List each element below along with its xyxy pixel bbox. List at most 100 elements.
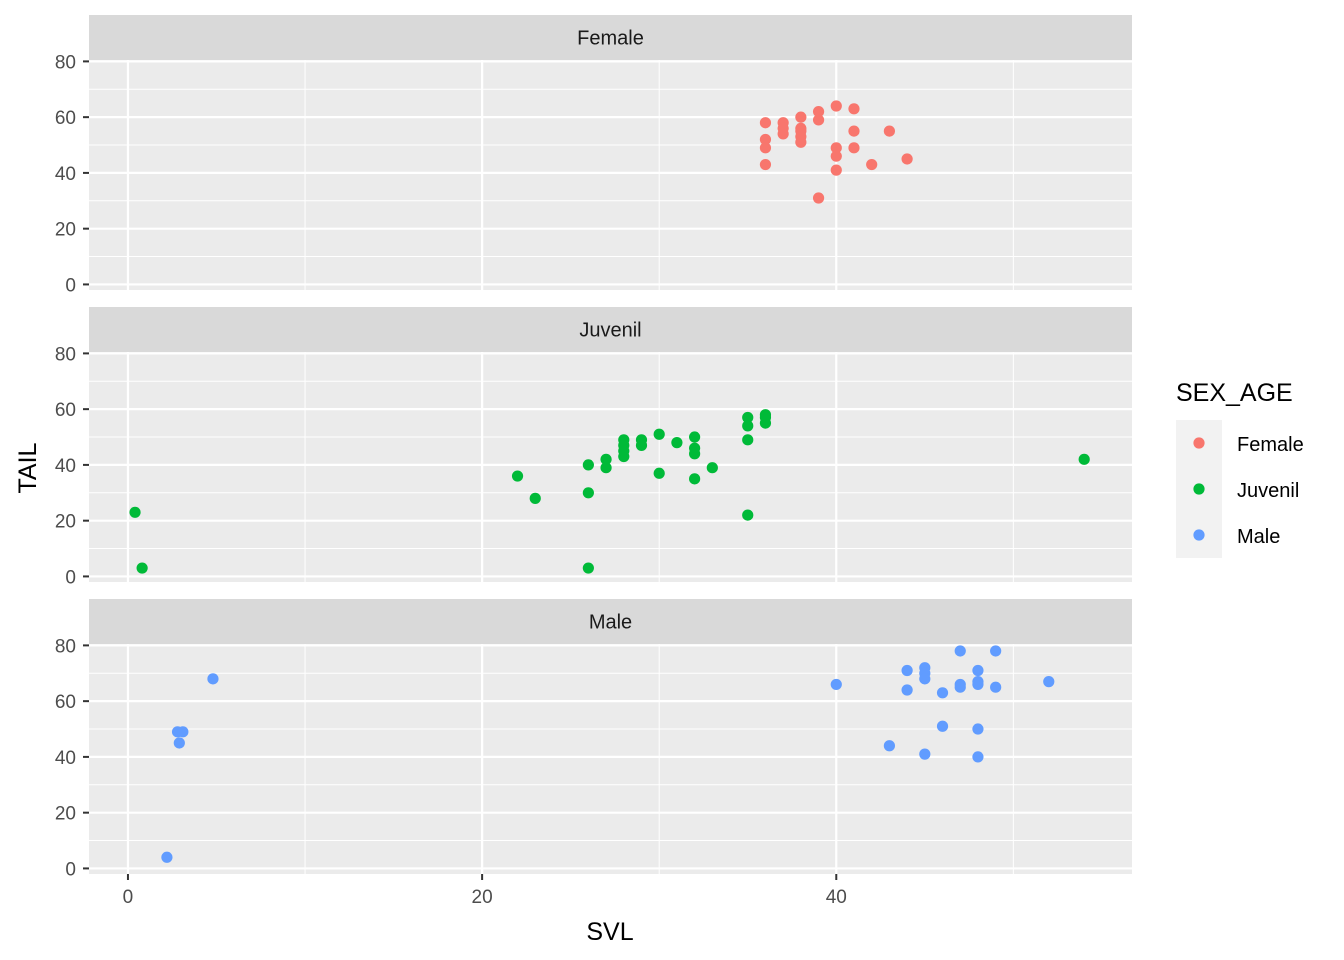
y-tick-label: 80	[55, 344, 76, 365]
y-tick-label: 60	[55, 108, 76, 129]
data-point-juvenil	[600, 453, 612, 465]
data-point-male	[972, 678, 984, 691]
facet-strip-label: Male	[589, 612, 632, 634]
x-axis: 0 20 40	[123, 874, 847, 908]
data-point-female	[848, 142, 860, 154]
data-point-juvenil	[129, 506, 141, 518]
data-point-male	[173, 737, 185, 749]
data-point-juvenil	[511, 470, 524, 482]
y-tick-label: 0	[65, 859, 76, 880]
x-tick-label: 0	[123, 887, 134, 908]
data-point-female	[830, 150, 842, 162]
data-point-juvenil	[759, 417, 772, 429]
legend-key	[1193, 483, 1205, 495]
data-point-female	[848, 103, 860, 115]
data-point-juvenil	[742, 434, 754, 446]
data-point-male	[1043, 676, 1055, 688]
x-tick-label: 20	[472, 887, 493, 908]
data-point-juvenil	[600, 462, 612, 474]
data-point-juvenil	[742, 411, 754, 424]
facet-panel-male: Male 0 20 40 60 80	[55, 599, 1132, 880]
data-point-female	[812, 192, 825, 204]
y-tick-label: 80	[55, 636, 76, 657]
y-tick-label: 40	[55, 164, 76, 185]
data-point-juvenil	[635, 439, 648, 451]
facet-panel-female: Female 0 20 40 60 80	[55, 15, 1132, 296]
facet-strip-female	[89, 15, 1132, 60]
data-point-male	[883, 740, 896, 752]
data-point-juvenil	[653, 467, 665, 479]
y-tick-label: 20	[55, 804, 76, 825]
data-point-male	[990, 645, 1002, 657]
data-point-juvenil	[706, 462, 718, 474]
legend-item-male: Male	[1193, 526, 1280, 548]
data-point-male	[207, 673, 219, 685]
data-point-male	[990, 681, 1002, 693]
legend-label: Juvenil	[1237, 480, 1299, 502]
data-point-female	[759, 117, 772, 129]
data-point-juvenil	[653, 428, 665, 440]
facet-panel-juvenil: Juvenil 0 20 40 60 80	[55, 307, 1132, 588]
data-point-female	[812, 114, 825, 126]
data-point-female	[848, 125, 860, 137]
x-tick-label: 40	[826, 887, 847, 908]
data-point-juvenil	[582, 459, 594, 471]
data-point-male	[830, 678, 842, 691]
data-point-juvenil	[136, 562, 148, 574]
data-point-male	[972, 723, 984, 735]
legend-key	[1193, 529, 1205, 541]
data-point-juvenil	[618, 450, 630, 463]
data-point-male	[954, 645, 966, 657]
data-point-juvenil	[689, 431, 701, 443]
data-point-juvenil	[671, 437, 683, 449]
legend-label: Male	[1237, 526, 1280, 548]
data-point-female	[830, 100, 842, 112]
y-tick-label: 20	[55, 512, 76, 533]
data-point-female	[883, 125, 896, 137]
data-point-male	[936, 720, 949, 732]
legend: SEX_AGE Female Juvenil Male	[1176, 379, 1304, 558]
legend-item-juvenil: Juvenil	[1193, 480, 1299, 502]
facet-strip-male	[89, 599, 1132, 644]
data-point-female	[795, 136, 807, 148]
data-point-juvenil	[689, 448, 701, 460]
data-point-juvenil	[582, 487, 594, 499]
x-axis-title: SVL	[586, 918, 633, 946]
data-point-female	[777, 128, 789, 140]
data-point-juvenil	[529, 492, 541, 504]
data-point-male	[901, 684, 913, 696]
y-tick-label: 60	[55, 400, 76, 421]
legend-label: Female	[1237, 434, 1304, 456]
data-point-female	[866, 158, 878, 171]
y-tick-label: 20	[55, 220, 76, 241]
data-point-male	[919, 748, 931, 760]
y-tick-label: 80	[55, 52, 76, 73]
data-point-juvenil	[742, 509, 754, 521]
data-point-male	[954, 681, 966, 693]
facet-strip-juvenil	[89, 307, 1132, 352]
facet-panels: Female 0 20 40 60 80 Juvenil 0 20 40 60 80 Male 0 20 40…	[55, 15, 1132, 880]
data-point-female	[830, 164, 842, 176]
facet-strip-label: Female	[577, 28, 644, 50]
data-point-female	[759, 158, 772, 171]
data-point-female	[795, 111, 807, 123]
data-point-female	[901, 153, 913, 165]
data-point-juvenil	[582, 562, 594, 574]
panel-background	[89, 60, 1132, 290]
legend-items: Female Juvenil Male	[1193, 434, 1304, 548]
y-tick-label: 0	[65, 275, 76, 296]
legend-key	[1193, 437, 1205, 449]
data-point-female	[830, 142, 842, 154]
data-point-male	[161, 851, 173, 863]
data-point-male	[972, 751, 984, 763]
data-point-male	[936, 687, 949, 699]
y-tick-label: 40	[55, 748, 76, 769]
data-point-male	[919, 673, 931, 685]
data-point-juvenil	[689, 473, 701, 485]
legend-item-female: Female	[1193, 434, 1304, 456]
data-point-juvenil	[742, 420, 754, 432]
facet-strip-label: Juvenil	[579, 320, 641, 342]
y-tick-label: 40	[55, 456, 76, 477]
y-tick-label: 60	[55, 692, 76, 713]
